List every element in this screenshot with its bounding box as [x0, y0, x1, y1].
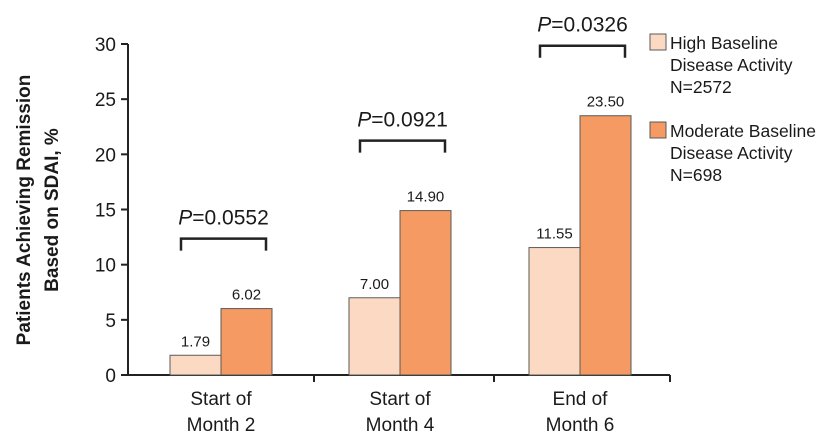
legend-label: Moderate Baseline [670, 121, 816, 141]
y-tick-label: 15 [95, 201, 116, 222]
p-value-label: P=0.0921 [357, 109, 448, 132]
bar [169, 354, 222, 376]
y-tick-label: 20 [95, 145, 116, 166]
p-value-annotations: P=0.0552 P=0.0921 P=0.0326 [178, 14, 628, 251]
y-axis-title-line: Patients Achieving Remission [14, 75, 35, 346]
bars: 1.79 7.00 11.55 6.02 14.90 23.50 [169, 94, 632, 376]
bar [579, 115, 632, 376]
bar-value-label: 1.79 [181, 333, 210, 350]
p-value-label: P=0.0552 [178, 207, 269, 230]
x-category-label: Month 4 [366, 415, 435, 436]
legend-label: High Baseline [670, 33, 778, 53]
x-category-label: Start of [369, 389, 431, 410]
y-axis: 0 5 10 15 20 25 30 [95, 35, 129, 387]
p-value-label: P=0.0326 [537, 14, 628, 37]
y-tick-label: 30 [95, 35, 116, 56]
y-tick-label: 0 [105, 366, 116, 387]
legend-swatch [649, 121, 667, 139]
bar [348, 297, 401, 376]
x-axis: Start of Month 2 Start of Month 4 End of Mont… [128, 374, 671, 436]
x-category-label: End of [553, 389, 609, 410]
p-value-bracket [179, 237, 268, 251]
bar-value-label: 14.90 [407, 189, 445, 206]
x-category-label: Month 6 [546, 415, 615, 436]
y-tick-label: 10 [95, 256, 116, 277]
legend-label: Disease Activity [670, 55, 793, 75]
legend-label: Disease Activity [670, 143, 793, 163]
y-tick-label: 25 [95, 90, 116, 111]
y-axis-title-line: Based on SDAI, % [42, 128, 63, 292]
bar [399, 210, 452, 376]
p-value-bracket [358, 139, 447, 153]
legend-label: N=698 [670, 165, 722, 185]
legend-label: N=2572 [670, 77, 732, 97]
legend-swatch [649, 33, 667, 51]
x-category-label: Start of [190, 389, 252, 410]
bar [220, 308, 273, 376]
bar-value-label: 11.55 [536, 226, 572, 243]
y-tick-label: 5 [105, 311, 116, 332]
x-category-label: Month 2 [187, 415, 256, 436]
y-axis-title: Patients Achieving Remission Based on SDA… [14, 75, 63, 346]
p-value-bracket [538, 44, 627, 58]
bar [528, 247, 581, 376]
bar-value-label: 7.00 [360, 276, 389, 293]
bar-value-label: 23.50 [587, 94, 625, 111]
bar-value-label: 6.02 [232, 287, 261, 304]
